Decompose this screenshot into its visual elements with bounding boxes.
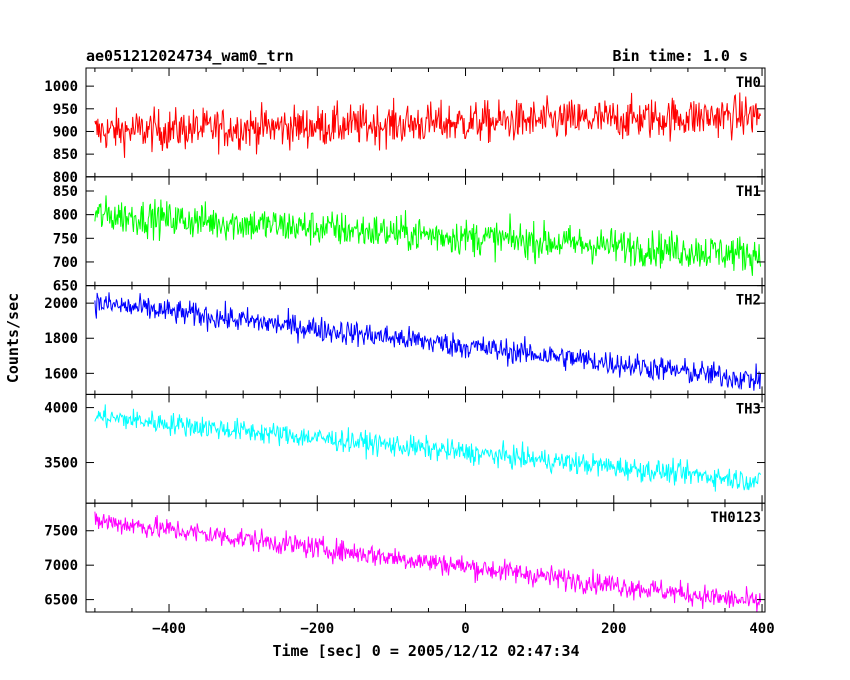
y-tick-label: 3500 <box>44 456 78 472</box>
series-line-th1 <box>94 195 762 276</box>
panel-label-th0: TH0 <box>736 75 761 91</box>
x-tick-label: 400 <box>749 621 774 637</box>
panel-frame-th1 <box>85 176 766 287</box>
y-tick-label: 7500 <box>44 524 78 540</box>
panel-th1: 650 700 750 800 850 TH1 <box>53 176 766 295</box>
panel-frame-th0123 <box>85 502 766 613</box>
y-tick-label: 850 <box>53 147 78 163</box>
x-tick-label: 200 <box>601 621 626 637</box>
chart-title: ae051212024734_wam0_trn <box>86 47 294 65</box>
panel-th0123: 6500 7000 7500 TH0123 <box>44 502 766 613</box>
series-line-th0 <box>94 92 762 158</box>
x-tick-label: −200 <box>300 621 334 637</box>
y-tick-label: 750 <box>53 231 78 247</box>
x-axis: −400 −200 0 200 400 <box>152 621 775 637</box>
y-tick-label: 650 <box>53 279 78 295</box>
y-tick-label: 7000 <box>44 558 78 574</box>
y-axis-title: Counts/sec <box>4 293 22 383</box>
y-tick-label: 900 <box>53 124 78 140</box>
y-tick-label: 1800 <box>44 331 78 347</box>
bin-time-label: Bin time: 1.0 s <box>613 47 748 65</box>
y-tick-label: 2000 <box>44 296 78 312</box>
y-tick-label: 1000 <box>44 79 78 95</box>
series-line-th2 <box>94 292 762 391</box>
y-tick-label: 800 <box>53 170 78 186</box>
panel-label-th0123: TH0123 <box>710 510 761 526</box>
y-tick-label: 950 <box>53 102 78 118</box>
y-tick-label: 800 <box>53 208 78 224</box>
x-tick-label: 0 <box>461 621 469 637</box>
panel-th0: 800 850 900 950 1000 TH0 <box>44 67 766 186</box>
y-tick-label: 4000 <box>44 401 78 417</box>
series-line-th3 <box>94 404 761 492</box>
y-tick-label: 1600 <box>44 366 78 382</box>
panel-th2: 1600 1800 2000 TH2 <box>44 285 766 395</box>
panel-label-th3: TH3 <box>736 401 761 417</box>
x-tick-label: −400 <box>152 621 186 637</box>
y-tick-label: 6500 <box>44 593 78 609</box>
panel-label-th1: TH1 <box>736 184 761 200</box>
x-axis-title: Time [sec] 0 = 2005/12/12 02:47:34 <box>272 642 579 660</box>
series-line-th0123 <box>94 511 762 613</box>
y-tick-label: 700 <box>53 255 78 271</box>
panel-label-th2: TH2 <box>736 293 761 309</box>
y-tick-label: 850 <box>53 184 78 200</box>
panel-th3: 3500 4000 TH3 <box>44 393 766 504</box>
